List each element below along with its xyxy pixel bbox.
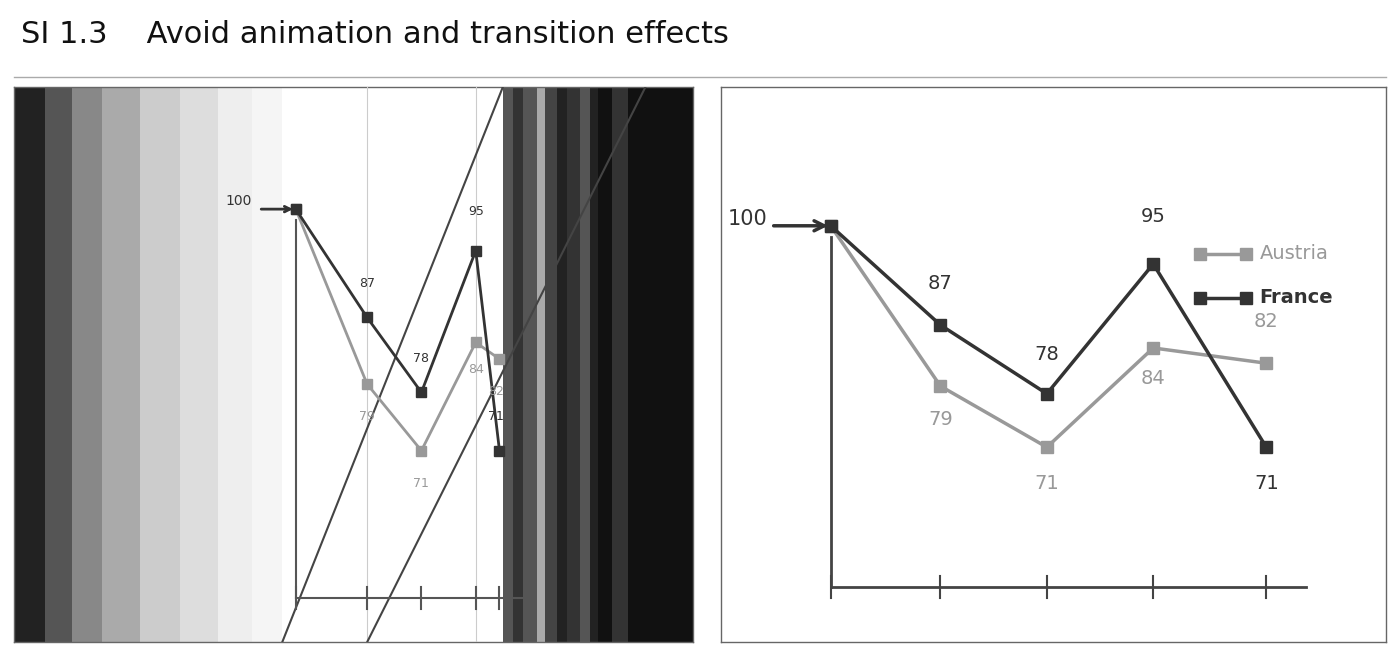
Text: 100: 100	[225, 194, 252, 208]
Bar	[45, 87, 71, 642]
Text: 100: 100	[728, 209, 767, 229]
Text: 71: 71	[489, 410, 504, 423]
Text: 95: 95	[468, 205, 483, 217]
Text: Austria: Austria	[1260, 244, 1329, 263]
Text: 87: 87	[928, 274, 953, 293]
Text: 71: 71	[1035, 474, 1060, 493]
Bar	[524, 87, 536, 642]
Bar	[612, 87, 629, 642]
Bar	[629, 87, 693, 642]
Text: 79: 79	[928, 410, 953, 429]
Text: 84: 84	[468, 363, 483, 376]
Bar	[14, 87, 45, 642]
Bar	[557, 87, 567, 642]
Text: 71: 71	[413, 477, 430, 490]
Bar	[181, 87, 218, 642]
Text: 82: 82	[489, 385, 504, 398]
Bar	[102, 87, 140, 642]
Bar	[512, 87, 524, 642]
Text: SI 1.3    Avoid animation and transition effects: SI 1.3 Avoid animation and transition ef…	[21, 20, 729, 49]
Bar	[536, 87, 545, 642]
Bar	[598, 87, 612, 642]
Bar	[252, 87, 283, 642]
Bar	[283, 87, 503, 642]
Text: 78: 78	[413, 352, 430, 365]
Text: 95: 95	[1141, 207, 1166, 226]
Text: 71: 71	[1254, 474, 1278, 493]
Bar	[545, 87, 557, 642]
Text: 82: 82	[1254, 312, 1278, 331]
Bar	[218, 87, 252, 642]
Text: France: France	[1260, 288, 1333, 308]
Bar	[140, 87, 181, 642]
Bar	[503, 87, 512, 642]
Bar	[567, 87, 580, 642]
Text: 79: 79	[360, 410, 375, 423]
Bar	[580, 87, 589, 642]
Text: 87: 87	[358, 277, 375, 290]
Text: 78: 78	[1035, 345, 1060, 365]
Bar	[589, 87, 598, 642]
Text: 84: 84	[1141, 369, 1166, 388]
Bar	[71, 87, 102, 642]
